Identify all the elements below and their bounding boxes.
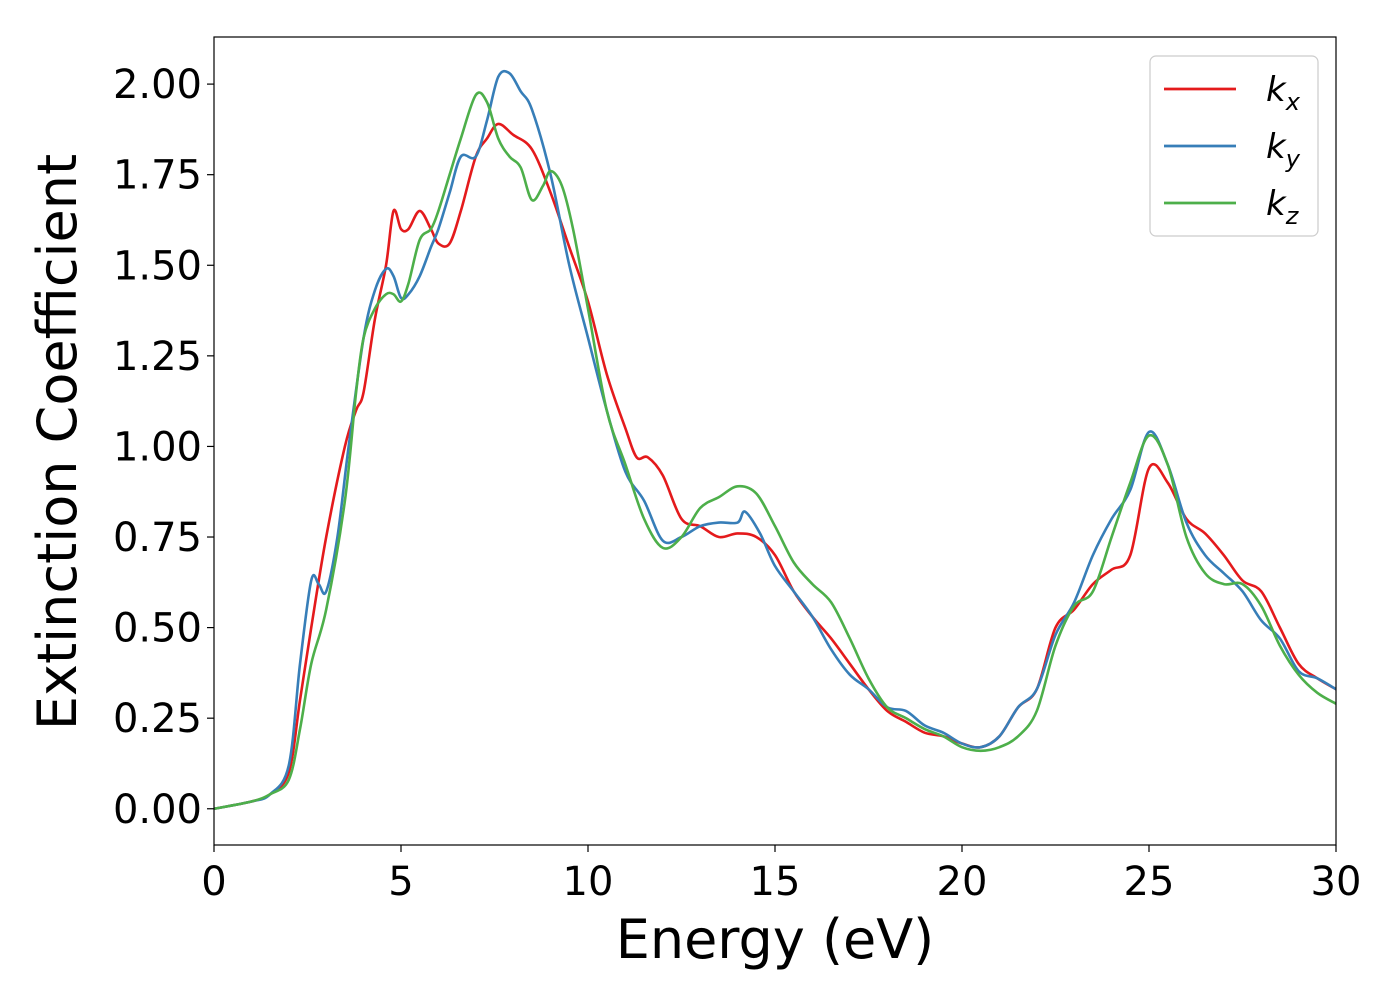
legend-label-kx: kx [1266, 70, 1301, 116]
y-tick-label: 0.00 [113, 787, 202, 833]
y-tick-label: 2.00 [113, 62, 202, 108]
y-tick-label: 0.75 [113, 515, 202, 561]
y-tick-label: 1.00 [113, 424, 202, 470]
legend-label-kz: kz [1266, 184, 1300, 230]
legend: kx ky kz [1149, 55, 1319, 237]
x-tick-label: 20 [937, 859, 988, 905]
x-tick-label: 15 [750, 859, 801, 905]
x-tick-label: 5 [388, 859, 413, 905]
x-tick-label: 0 [201, 859, 226, 905]
y-tick-label: 1.75 [113, 153, 202, 199]
y-tick-label: 1.25 [113, 334, 202, 380]
plot-area [214, 69, 1336, 811]
x-axis-title: Energy (eV) [616, 908, 935, 971]
series-line-kz [214, 91, 1336, 811]
y-axis-title: Extinction Coefficient [26, 154, 89, 730]
legend-label-ky: ky [1266, 127, 1301, 173]
x-tick-label: 10 [563, 859, 614, 905]
x-tick-label: 25 [1124, 859, 1175, 905]
y-tick-label: 0.50 [113, 606, 202, 652]
y-tick-label: 1.50 [113, 243, 202, 289]
y-tick-label: 0.25 [113, 696, 202, 742]
x-tick-label: 30 [1311, 859, 1362, 905]
axes: 0 5 10 15 20 25 30 0.00 0.25 0.50 0.75 1.00 1.25 1.50… [113, 36, 1362, 905]
